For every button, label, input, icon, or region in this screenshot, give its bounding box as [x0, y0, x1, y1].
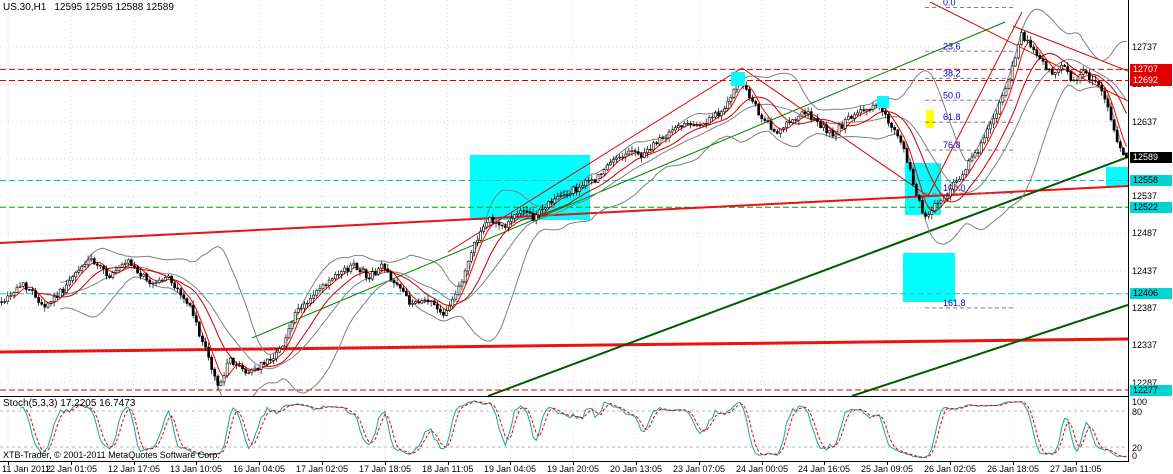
symbol-ohlc-label: US.30,H1 12595 12595 12588 12589 — [3, 2, 174, 13]
time-tick — [636, 462, 637, 465]
time-tick — [1013, 462, 1014, 465]
time-tick — [1076, 462, 1077, 465]
stoch-scale-label: 0 — [1132, 451, 1138, 461]
price-scale-label: 12437 — [1132, 266, 1158, 276]
price-badge-12277: 12277 — [1130, 385, 1172, 396]
time-label: 19 Jan 20:05 — [547, 464, 600, 474]
time-label: 18 Jan 11:05 — [422, 464, 474, 474]
price-scale-label: 12487 — [1132, 228, 1158, 238]
time-label: 24 Jan 16:05 — [798, 464, 851, 474]
price-badge-12589: 12589 — [1130, 152, 1172, 163]
price-scale-label: 12637 — [1132, 117, 1158, 127]
price-badge-12692: 12692 — [1130, 75, 1172, 86]
time-tick — [385, 462, 386, 465]
time-tick — [824, 462, 825, 465]
time-tick — [259, 462, 260, 465]
time-label: 23 Jan 07:05 — [673, 464, 726, 474]
time-tick — [71, 462, 72, 465]
time-label: 12 Jan 17:05 — [108, 464, 161, 474]
svg-text:38.2: 38.2 — [943, 68, 961, 78]
price-badge-12406: 12406 — [1130, 288, 1172, 299]
time-label: 25 Jan 09:05 — [861, 464, 914, 474]
time-tick — [196, 462, 197, 465]
copyright-label: XTB-Trader, © 2001-2011 MetaQuotes Softw… — [3, 450, 220, 460]
stoch-chart-canvas[interactable] — [0, 397, 1128, 461]
time-label: 24 Jan 00:05 — [736, 464, 789, 474]
time-axis[interactable]: 11 Jan 2012 12 Jan 01:05 12 Jan 17:05 13 Ja… — [0, 462, 1173, 474]
time-label: 17 Jan 18:05 — [359, 464, 412, 474]
stoch-scale-label: 20 — [1132, 443, 1143, 453]
svg-text:161.8: 161.8 — [943, 298, 966, 308]
price-badge-12522: 12522 — [1130, 202, 1172, 213]
time-tick — [510, 462, 511, 465]
svg-text:0.0: 0.0 — [943, 0, 956, 8]
ohlc-values: 12595 12595 12588 12589 — [54, 2, 174, 13]
symbol-name: US.30,H1 — [3, 2, 47, 13]
price-scale-label: 12537 — [1132, 191, 1158, 201]
stochastic-panel[interactable]: Stoch(5,3,3) 17.2205 16.7473 XTB-Trader,… — [0, 397, 1129, 462]
time-tick — [8, 462, 9, 465]
price-scale-label: 12737 — [1132, 42, 1158, 52]
time-tick — [699, 462, 700, 465]
price-badge-12707: 12707 — [1130, 64, 1172, 75]
time-tick — [322, 462, 323, 465]
price-scale-label: 12337 — [1132, 340, 1158, 350]
time-tick — [134, 462, 135, 465]
main-chart-panel[interactable]: US.30,H1 12595 12595 12588 12589 0.0 23.6 3… — [0, 0, 1129, 406]
svg-text:50.0: 50.0 — [943, 90, 961, 100]
time-label: 16 Jan 04:05 — [233, 464, 286, 474]
svg-text:23.6: 23.6 — [943, 41, 961, 51]
time-tick — [448, 462, 449, 465]
svg-text:61.8: 61.8 — [943, 112, 961, 122]
time-label: 11 Jan 2012 — [2, 464, 51, 474]
stoch-scale-label: 80 — [1132, 407, 1143, 417]
time-label: 26 Jan 18:05 — [987, 464, 1040, 474]
svg-text:76.8: 76.8 — [943, 140, 961, 150]
time-label: 13 Jan 10:05 — [170, 464, 223, 474]
time-label: 19 Jan 04:05 — [484, 464, 537, 474]
price-scale-label: 12287 — [1132, 378, 1158, 388]
price-chart-canvas[interactable]: 0.023.638.250.061.876.8100.0161.8 — [0, 0, 1129, 406]
time-label: 27 Jan 11:05 — [1050, 464, 1102, 474]
stoch-axis[interactable]: 100 80 20 0 — [1129, 397, 1173, 462]
time-tick — [573, 462, 574, 465]
stoch-scale-label: 100 — [1132, 397, 1148, 407]
price-badge-12558: 12558 — [1130, 175, 1172, 186]
time-label: 20 Jan 13:05 — [610, 464, 663, 474]
stoch-label: Stoch(5,3,3) 17.2205 16.7473 — [3, 398, 136, 409]
time-tick — [950, 462, 951, 465]
price-scale-label: 12387 — [1132, 303, 1158, 313]
time-tick — [887, 462, 888, 465]
time-label: 26 Jan 02:05 — [924, 464, 977, 474]
time-tick — [762, 462, 763, 465]
time-label: 12 Jan 01:05 — [45, 464, 98, 474]
price-axis[interactable]: 1273712687126371258712537124871243712387… — [1129, 0, 1173, 397]
time-label: 17 Jan 02:05 — [296, 464, 349, 474]
